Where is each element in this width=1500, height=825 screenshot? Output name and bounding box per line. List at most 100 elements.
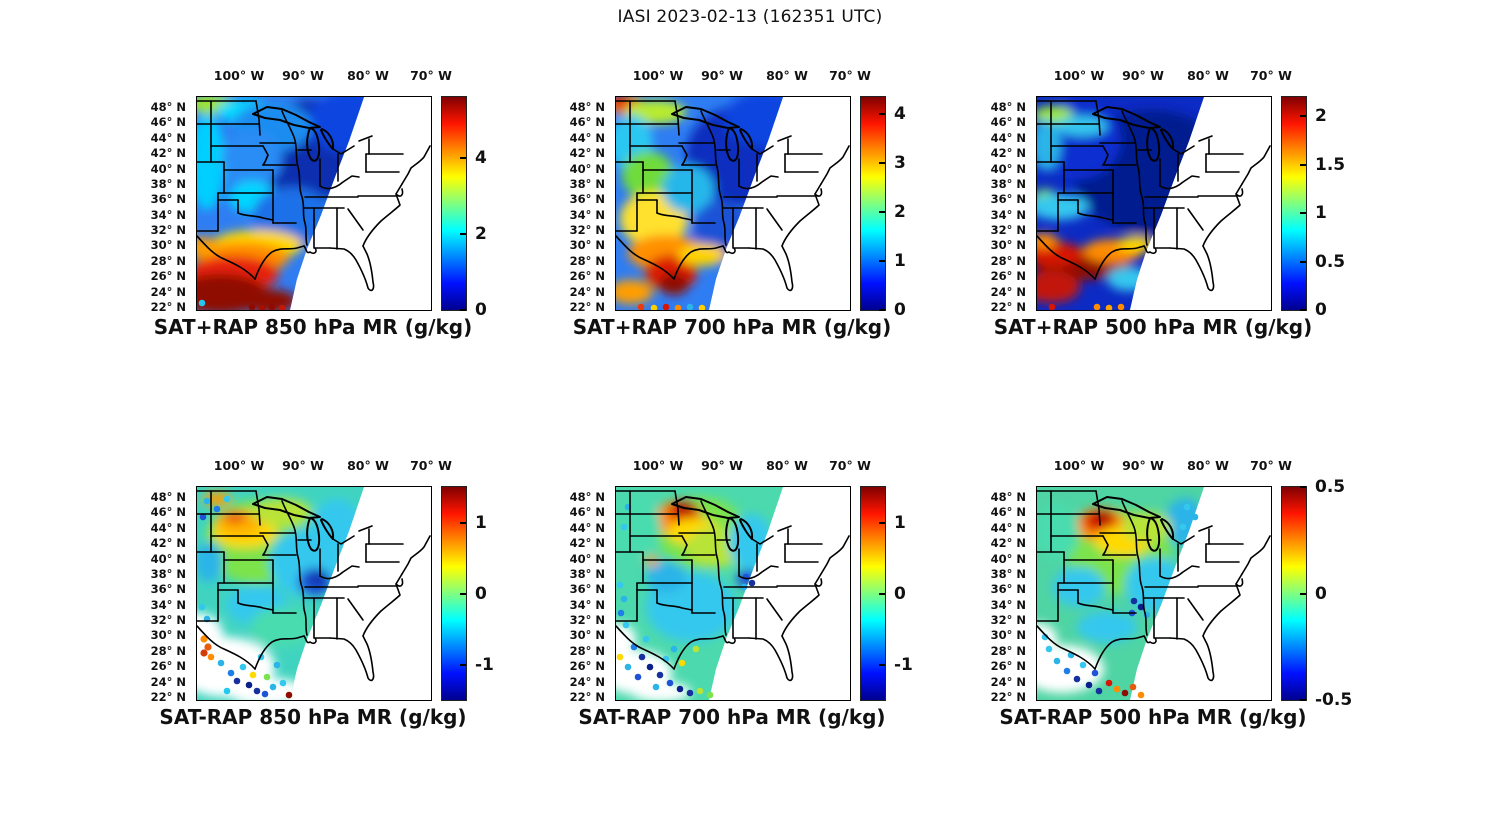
- lat-tick-label: 28° N: [990, 643, 1026, 658]
- lat-tick-label: 48° N: [990, 490, 1026, 505]
- lat-tick-label: 36° N: [150, 582, 186, 597]
- lat-tick-label: 30° N: [150, 238, 186, 253]
- lat-tick-label: 34° N: [569, 597, 605, 612]
- lon-tick-label: 70° W: [829, 68, 871, 83]
- lat-tick-label: 32° N: [150, 223, 186, 238]
- lon-tick-label: 90° W: [1122, 458, 1164, 473]
- lat-tick-label: 40° N: [990, 551, 1026, 566]
- colorbar-tick-label: 2: [1315, 106, 1327, 127]
- lon-tick-label: 100° W: [632, 68, 684, 83]
- lat-tick-label: 30° N: [569, 238, 605, 253]
- lat-tick-label: 38° N: [990, 566, 1026, 581]
- lat-tick-label: 24° N: [569, 674, 605, 689]
- colorbar-tick-label: -1: [475, 654, 494, 675]
- lat-tick-label: 32° N: [990, 223, 1026, 238]
- lat-tick-label: 42° N: [150, 536, 186, 551]
- map-sat-minus-rap-500: [1036, 486, 1272, 701]
- longitude-axis: 100° W 90° W 80° W 70° W: [615, 458, 871, 478]
- lat-tick-label: 34° N: [990, 597, 1026, 612]
- swath-edge-dots: [637, 303, 706, 310]
- lat-tick-label: 42° N: [990, 536, 1026, 551]
- lat-tick-label: 22° N: [569, 689, 605, 704]
- lon-tick-label: 80° W: [347, 458, 389, 473]
- lat-tick-label: 26° N: [569, 269, 605, 284]
- lat-tick-label: 34° N: [150, 597, 186, 612]
- lat-tick-label: 24° N: [150, 284, 186, 299]
- latitude-axis: 48° N 46° N 44° N 42° N 40° N 38° N 36° N 34° N…: [549, 486, 609, 704]
- panel-title: SAT-RAP 850 hPa MR (g/kg): [159, 705, 467, 729]
- lat-tick-label: 26° N: [150, 269, 186, 284]
- colorbar: 4 3 2 1 0: [860, 96, 906, 320]
- colorbar-tick-label: 0.5: [1315, 251, 1346, 272]
- lat-tick-label: 46° N: [569, 115, 605, 130]
- map-sat-plus-rap-500: [1036, 96, 1272, 311]
- lat-tick-label: 34° N: [569, 207, 605, 222]
- colorbar-tick-label: 1: [894, 512, 906, 533]
- lat-tick-label: 22° N: [569, 299, 605, 314]
- lat-tick-label: 40° N: [150, 161, 186, 176]
- lat-tick-label: 24° N: [990, 674, 1026, 689]
- lat-tick-label: 26° N: [569, 659, 605, 674]
- lat-tick-label: 22° N: [990, 689, 1026, 704]
- map-sat-plus-rap-850: [196, 96, 432, 311]
- lat-tick-label: 38° N: [569, 566, 605, 581]
- lat-tick-label: 46° N: [150, 505, 186, 520]
- lon-tick-label: 100° W: [1053, 458, 1105, 473]
- lon-tick-label: 70° W: [829, 458, 871, 473]
- lat-tick-label: 48° N: [569, 490, 605, 505]
- lat-tick-label: 46° N: [569, 505, 605, 520]
- lat-tick-label: 28° N: [150, 253, 186, 268]
- lat-tick-label: 42° N: [569, 536, 605, 551]
- longitude-axis: 100° W 90° W 80° W 70° W: [196, 68, 452, 88]
- colorbar-tick-label: 1: [894, 251, 906, 272]
- lat-tick-label: 46° N: [150, 115, 186, 130]
- colorbar-tick-label: 0: [1315, 583, 1327, 604]
- lon-tick-label: 80° W: [1187, 68, 1229, 83]
- lon-tick-label: 90° W: [701, 68, 743, 83]
- lat-tick-label: 36° N: [569, 582, 605, 597]
- colorbar-tick-label: 4: [894, 104, 906, 125]
- map-sat-minus-rap-700: [615, 486, 851, 701]
- colorbar-tick-label: 4: [475, 147, 487, 168]
- figure-title: IASI 2023-02-13 (162351 UTC): [617, 7, 883, 27]
- latitude-axis: 48° N 46° N 44° N 42° N 40° N 38° N 36° N 34° N…: [549, 96, 609, 314]
- lat-tick-label: 44° N: [150, 130, 186, 145]
- lat-tick-label: 42° N: [150, 146, 186, 161]
- longitude-axis: 100° W 90° W 80° W 70° W: [196, 458, 452, 478]
- lat-tick-label: 34° N: [990, 207, 1026, 222]
- lon-tick-label: 80° W: [347, 68, 389, 83]
- colorbar-tick-label: 2: [894, 202, 906, 223]
- lon-tick-label: 100° W: [213, 458, 265, 473]
- lon-tick-label: 100° W: [1053, 68, 1105, 83]
- lon-tick-label: 70° W: [1250, 68, 1292, 83]
- panel-sat-plus-rap-500: 100° W 90° W 80° W 70° W 48° N 46° N 44° N 42°…: [991, 68, 1346, 339]
- colorbar: 4 2 0: [441, 96, 487, 320]
- colorbar: 1 0 -1: [441, 486, 494, 701]
- longitude-axis: 100° W 90° W 80° W 70° W: [1036, 458, 1292, 478]
- colorbar: 2 1.5 1 0.5 0: [1281, 96, 1345, 320]
- lat-tick-label: 28° N: [990, 253, 1026, 268]
- lat-tick-label: 38° N: [990, 176, 1026, 191]
- lat-tick-label: 34° N: [150, 207, 186, 222]
- colorbar-tick-label: 0: [894, 300, 906, 320]
- lat-tick-label: 42° N: [990, 146, 1026, 161]
- lon-tick-label: 80° W: [766, 68, 808, 83]
- lat-tick-label: 22° N: [150, 689, 186, 704]
- lat-tick-label: 44° N: [990, 130, 1026, 145]
- panel-sat-plus-rap-700: 100° W 90° W 80° W 70° W 48° N 46° N 44° N 42°…: [570, 68, 906, 339]
- lon-tick-label: 90° W: [701, 458, 743, 473]
- lat-tick-label: 48° N: [569, 100, 605, 115]
- longitude-axis: 100° W 90° W 80° W 70° W: [615, 68, 871, 88]
- lat-tick-label: 48° N: [150, 100, 186, 115]
- lat-tick-label: 46° N: [990, 115, 1026, 130]
- latitude-axis: 48° N 46° N 44° N 42° N 40° N 38° N 36° N 34° N…: [970, 486, 1030, 704]
- lat-tick-label: 24° N: [990, 284, 1026, 299]
- lat-tick-label: 36° N: [990, 192, 1026, 207]
- panel-title: SAT-RAP 700 hPa MR (g/kg): [578, 705, 886, 729]
- lat-tick-label: 30° N: [990, 238, 1026, 253]
- lat-tick-label: 30° N: [150, 628, 186, 643]
- lat-tick-label: 26° N: [990, 659, 1026, 674]
- lon-tick-label: 70° W: [1250, 458, 1292, 473]
- longitude-axis: 100° W 90° W 80° W 70° W: [1036, 68, 1292, 88]
- lat-tick-label: 38° N: [150, 176, 186, 191]
